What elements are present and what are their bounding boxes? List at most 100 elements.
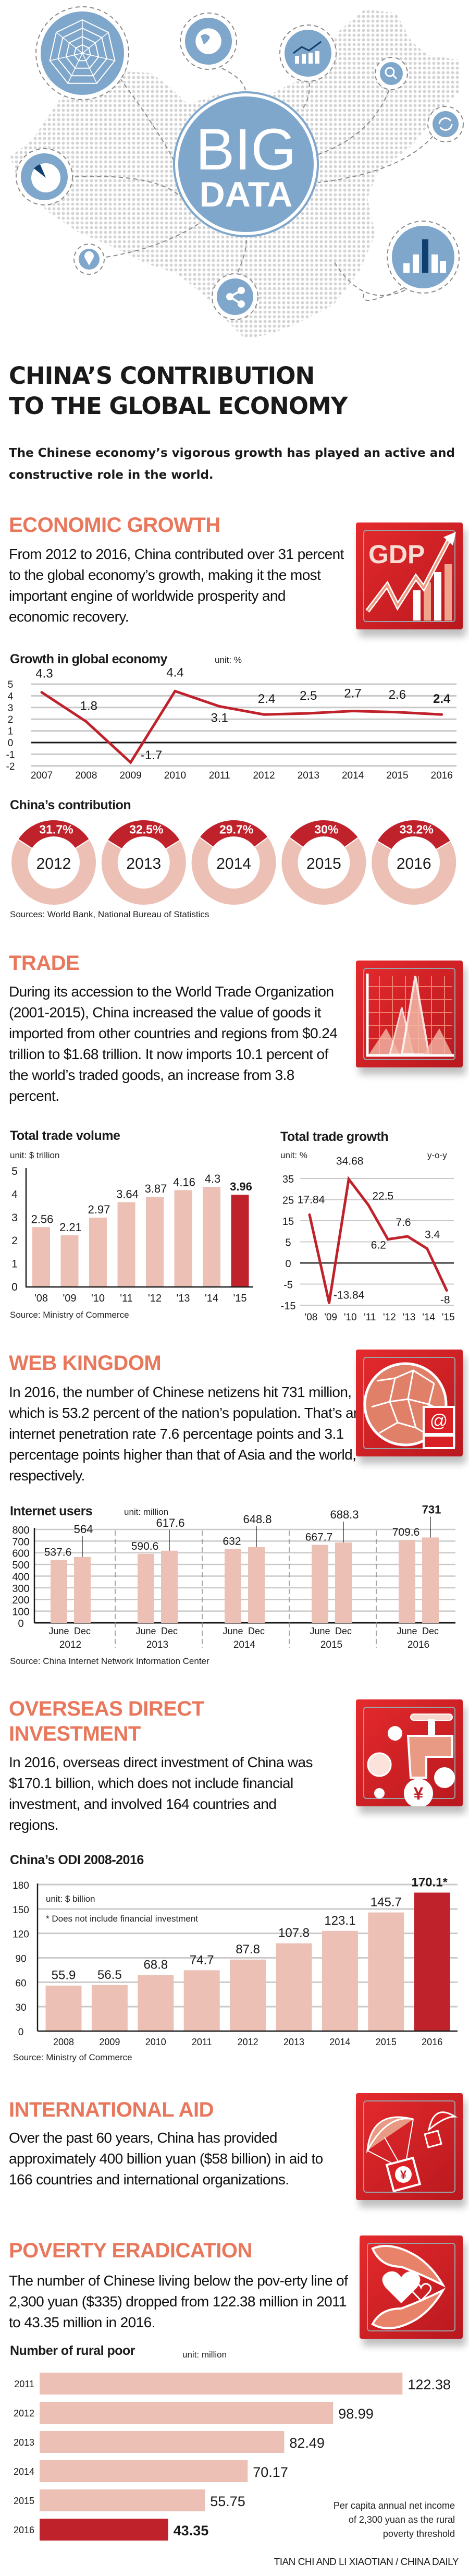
x-tick-label: 2007: [31, 770, 53, 781]
bar-value-label: 648.8: [243, 1513, 271, 1526]
data-point: [218, 705, 221, 708]
contribution-donut: [281, 820, 366, 905]
y-tick-label: 25: [282, 1195, 294, 1207]
bar-value-label: 537.6: [44, 1547, 72, 1559]
donut-value-label: 29.7%: [219, 823, 253, 836]
bar-value-label: 3.87: [145, 1182, 167, 1195]
y-tick-label: 3: [11, 1212, 18, 1224]
odi-heading-line-2: INVESTMENT: [9, 1722, 141, 1745]
y-tick-label: 30: [15, 2002, 26, 2013]
data-point: [426, 1247, 429, 1250]
data-point: [396, 711, 399, 714]
data-label: -8: [440, 1294, 450, 1306]
odi-bar: [368, 1912, 404, 2031]
internet-users-bar: [312, 1545, 328, 1623]
data-point: [351, 710, 354, 713]
bar-value-label: 2.97: [88, 1203, 110, 1216]
odi-chart-footnote: * Does not include financial investment: [46, 1914, 198, 1924]
rural-poor-bar: [40, 2489, 205, 2511]
x-tick-label: 2015: [376, 2037, 397, 2047]
rural-poor-bar: [40, 2373, 403, 2395]
title-line-1: CHINA’S CONTRIBUTION: [9, 362, 315, 390]
y-tick-label: 35: [282, 1174, 294, 1185]
growth-chart-title: Growth in global economy: [10, 652, 167, 666]
rural-poor-bar: [40, 2402, 334, 2424]
odi-bar: [138, 1975, 174, 2031]
x-tick-label: 2009: [119, 770, 141, 781]
trade-volume-bar: [89, 1218, 107, 1286]
internet-users-bar: [161, 1550, 178, 1623]
y-tick-label: 120: [13, 1929, 29, 1940]
location-pin-icon: [73, 244, 105, 275]
rural-poor-bar: [40, 2519, 168, 2541]
internet-source: Source: China Internet Network Informati…: [10, 1656, 209, 1666]
y-tick-label: 0: [18, 1618, 23, 1630]
trade-peaks-icon: [356, 961, 463, 1067]
bar-value-label: 688.3: [330, 1508, 359, 1521]
odi-bar: [322, 1930, 358, 2031]
x-tick-label: '09: [63, 1293, 76, 1304]
y-tick-label: 200: [12, 1595, 29, 1606]
y-tick-label: 0: [8, 738, 14, 749]
yuan-sign-text: ¥: [414, 1784, 424, 1804]
x-tick-label: 2015: [386, 770, 408, 781]
heading-international-aid: INTERNATIONAL AID: [9, 2098, 214, 2121]
bar-value-label: 3.64: [116, 1187, 139, 1200]
odi-bar: [91, 1985, 128, 2031]
y-tick-label: 5: [11, 1165, 18, 1177]
data-label: 2.7: [344, 687, 361, 701]
hands-heart-icon: [360, 2235, 463, 2339]
x-subcategory-label: June: [135, 1626, 156, 1636]
y-tick-label: 800: [12, 1525, 29, 1536]
bar-value-label: 4.16: [173, 1175, 195, 1188]
x-tick-label: 2014: [233, 1639, 256, 1650]
economic-body: From 2012 to 2016, China contributed ove…: [9, 546, 344, 625]
bar-value-label: 667.7: [305, 1532, 333, 1544]
gdp-arrow-icon: GDP: [356, 523, 463, 629]
trade-volume-bar: [231, 1195, 249, 1286]
data-label: 2.4: [258, 692, 275, 706]
data-point: [440, 713, 443, 716]
y-category-label: 2013: [14, 2437, 34, 2448]
trade-volume-bar: [117, 1202, 135, 1286]
trade-volume-bar: [146, 1197, 164, 1286]
bar-value-label: 43.35: [174, 2523, 209, 2538]
economic-source: Sources: World Bank, National Bureau of …: [10, 909, 209, 919]
x-tick-label: 2014: [342, 770, 364, 781]
connector-line: [317, 130, 438, 183]
contribution-title: China’s contribution: [10, 798, 131, 812]
x-tick-label: 2016: [422, 2037, 442, 2047]
bar-value-label: 70.17: [253, 2464, 288, 2480]
bar-value-label: 709.6: [392, 1526, 420, 1538]
heading-economic-growth: ECONOMIC GROWTH: [9, 514, 220, 537]
trade-growth-title: Total trade growth: [280, 1129, 389, 1144]
data-point: [84, 720, 88, 723]
data-label: 4.4: [166, 665, 183, 679]
y-tick-label: 15: [282, 1216, 294, 1228]
gdp-icon-text: GDP: [368, 540, 425, 569]
poverty-threshold-note: Per capita annual net income of 2,300 yu…: [333, 2500, 455, 2539]
rural-poor-unit: unit: million: [182, 2350, 227, 2360]
odi-bar: [230, 1959, 266, 2031]
y-category-label: 2016: [14, 2525, 34, 2535]
data-label: 3.4: [425, 1229, 440, 1241]
trade-volume-bar: [174, 1190, 192, 1286]
x-tick-label: 2011: [192, 2037, 212, 2047]
x-tick-label: '08: [34, 1293, 48, 1304]
trade-volume-bar: [32, 1227, 50, 1286]
internet-users-bar: [422, 1537, 439, 1623]
heading-web-kingdom: WEB KINGDOM: [9, 1352, 162, 1375]
y-category-label: 2012: [14, 2408, 34, 2419]
x-tick-label: 2016: [408, 1639, 429, 1650]
x-subcategory-label: Dec: [161, 1626, 178, 1636]
x-tick-label: '14: [422, 1312, 435, 1323]
data-point: [308, 1213, 311, 1216]
connector-line: [363, 281, 417, 301]
x-tick-label: '09: [324, 1312, 337, 1323]
refresh-icon: [427, 106, 464, 142]
donut-slice: [200, 820, 268, 847]
data-point: [386, 1238, 389, 1241]
bar-value-label: 145.7: [371, 1895, 402, 1910]
